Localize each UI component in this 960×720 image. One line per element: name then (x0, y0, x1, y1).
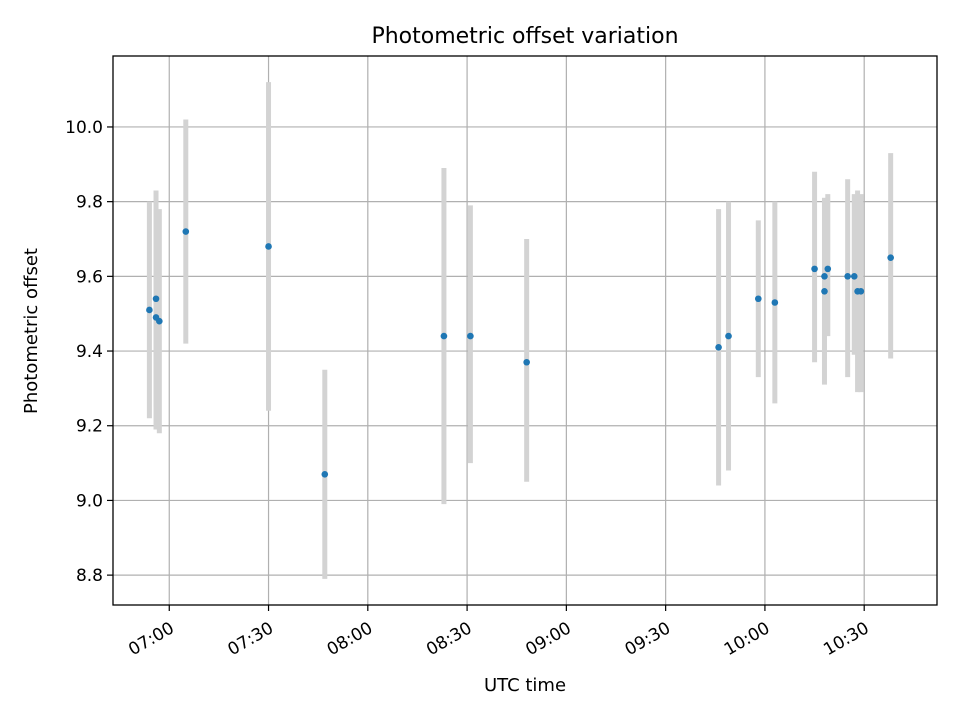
data-point (182, 228, 190, 235)
y-tick-label: 9.6 (76, 267, 103, 287)
data-point (265, 243, 272, 250)
x-tick-label: 10:30 (820, 618, 872, 660)
data-point (844, 273, 851, 280)
plot-frame (112, 55, 938, 606)
chart-title: Photometric offset variation (371, 24, 678, 49)
data-point (850, 273, 858, 280)
x-tick-label: 07:00 (125, 618, 177, 660)
data-point (771, 299, 779, 306)
point-layer (146, 228, 894, 478)
data-point (146, 306, 153, 314)
x-tick-label: 09:00 (522, 618, 574, 660)
x-tick-label: 08:30 (423, 618, 475, 660)
x-tick-label: 09:30 (622, 618, 674, 660)
errorbar-layer (146, 82, 894, 579)
data-point (523, 358, 530, 366)
data-point (715, 344, 722, 351)
data-point (821, 287, 828, 295)
data-point (440, 332, 448, 340)
data-point (321, 470, 329, 478)
x-axis-ticks: 07:00 07:30 08:00 08:30 09:00 09:30 10:00 10:30 (125, 605, 873, 660)
y-tick-label: 10.0 (65, 118, 103, 138)
data-point (857, 287, 865, 295)
data-point (887, 254, 894, 261)
data-point (156, 317, 163, 325)
data-point (811, 265, 818, 273)
y-tick-label: 9.8 (76, 193, 103, 213)
data-point (152, 295, 160, 303)
x-axis-label: UTC time (484, 675, 566, 696)
y-tick-label: 9.0 (76, 491, 103, 511)
x-tick-label: 07:30 (225, 618, 277, 660)
y-tick-label: 9.4 (76, 342, 103, 362)
data-point (755, 295, 762, 303)
x-tick-label: 08:00 (324, 618, 376, 660)
y-axis-ticks: 8.8 9.0 9.2 9.4 9.6 9.8 10.0 (65, 118, 113, 586)
data-point (821, 273, 828, 280)
data-point (824, 265, 832, 273)
data-point (467, 332, 474, 340)
y-tick-label: 9.2 (76, 417, 103, 437)
y-tick-label: 8.8 (76, 566, 103, 586)
y-axis-label: Photometric offset (21, 248, 42, 414)
data-point (725, 332, 732, 340)
x-tick-label: 10:00 (721, 618, 773, 660)
